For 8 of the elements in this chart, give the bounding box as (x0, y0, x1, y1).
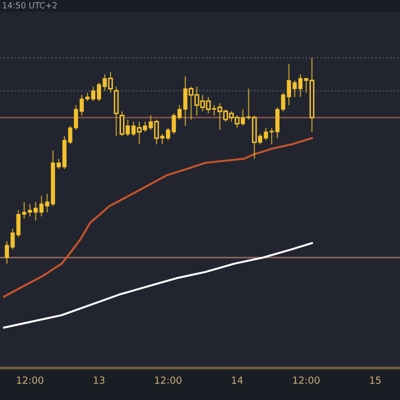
x-tick-label: 12:00 (155, 376, 182, 384)
x-tick-label: 14 (232, 376, 243, 384)
x-tick-label: 13 (94, 376, 104, 384)
x-tick-label: 12:00 (16, 376, 44, 384)
text: 14:50 UTC+2 (2, 2, 57, 8)
candlestick (114, 86, 119, 137)
x-tick-label: 15 (370, 376, 381, 384)
x-tick-label: 12:00 (293, 376, 320, 384)
